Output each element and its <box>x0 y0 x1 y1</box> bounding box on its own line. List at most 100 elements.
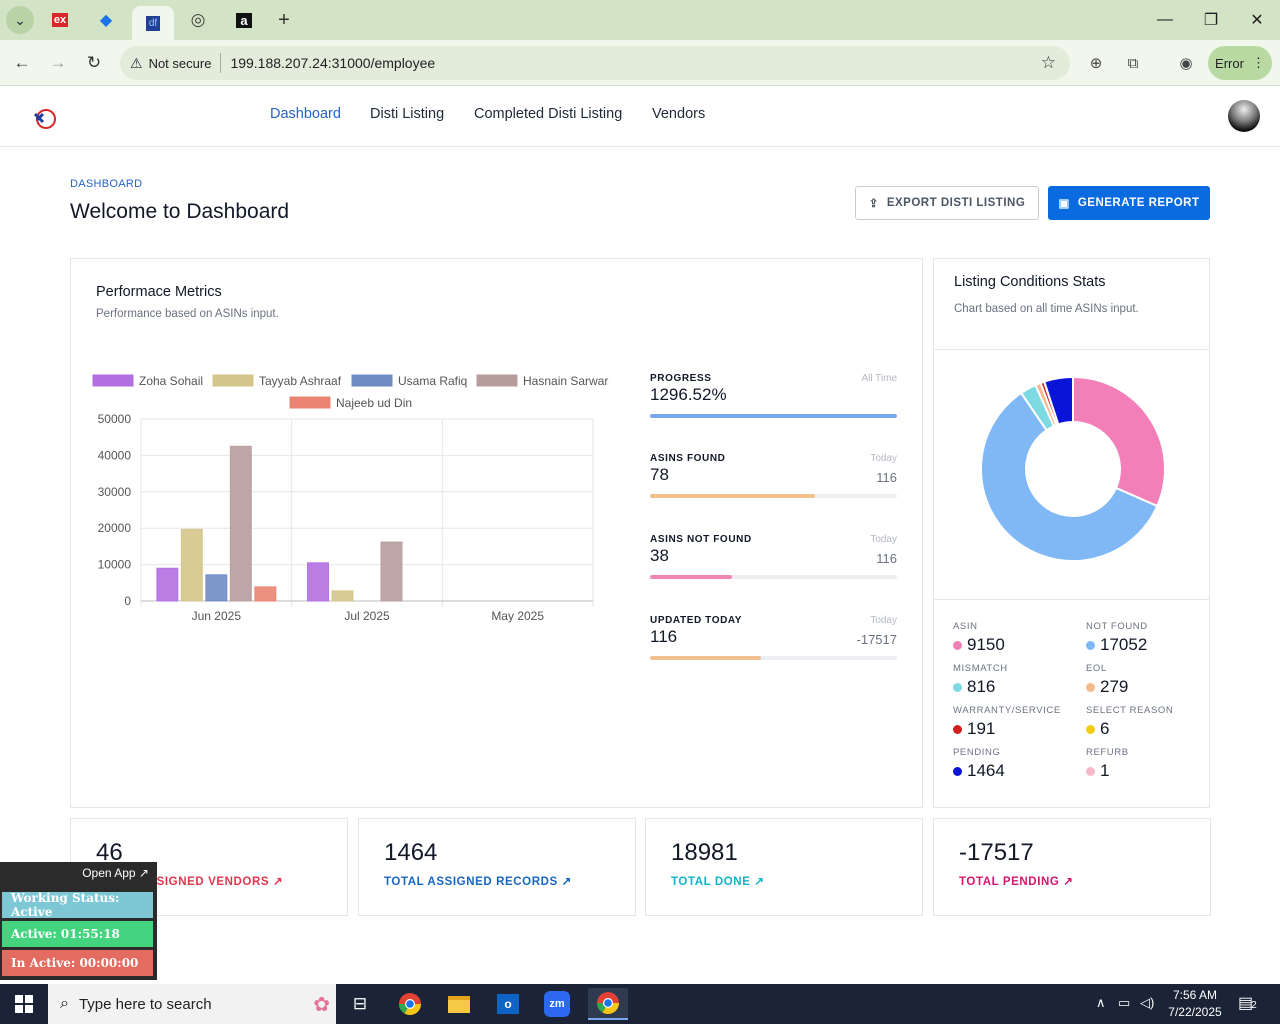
donut-slice[interactable] <box>1043 377 1074 426</box>
kebab-menu-icon: ⋮ <box>1251 55 1265 70</box>
stat-label: MISMATCH <box>953 663 1008 674</box>
url-text[interactable]: 199.188.207.24:31000/employee <box>230 55 436 71</box>
done-card: 18981 TOTAL DONE ↗ <box>645 818 923 916</box>
nav-disti-listing[interactable]: Disti Listing <box>370 106 445 122</box>
error-button[interactable]: Error ⋮ <box>1208 46 1272 80</box>
zoom-icon[interactable]: zm <box>537 988 577 1020</box>
chrome-active-icon[interactable] <box>588 988 628 1020</box>
y-tick-label: 20000 <box>98 521 132 535</box>
external-link-icon: ↗ <box>1063 876 1074 888</box>
external-link-icon: ↗ <box>561 876 572 888</box>
tab-active[interactable]: df <box>132 6 174 40</box>
reload-icon[interactable]: ↻ <box>86 53 102 72</box>
nav-completed-disti-listing[interactable]: Completed Disti Listing <box>474 106 623 122</box>
address-bar[interactable]: ⚠ Not secure 199.188.207.24:31000/employ… <box>120 46 1070 80</box>
donut-slice[interactable] <box>1072 377 1165 508</box>
minimize-icon[interactable]: — <box>1157 11 1173 28</box>
metric-period: Today <box>870 615 897 626</box>
condition-stat: WARRANTY/SERVICE 191 <box>953 705 1083 738</box>
tab-globe[interactable]: ◎ <box>182 6 214 34</box>
notification-count: 2 <box>1251 1000 1257 1011</box>
nav-vendors[interactable]: Vendors <box>652 106 706 122</box>
volume-icon[interactable]: ◁) <box>1140 995 1155 1010</box>
generate-report-button[interactable]: ▣ GENERATE REPORT <box>1048 186 1210 220</box>
system-clock[interactable]: 7:56 AM 7/22/2025 <box>1160 987 1230 1021</box>
search-icon: ⌕ <box>60 995 69 1012</box>
legend-label: Hasnain Sarwar <box>523 374 608 388</box>
stat-value: 1464 <box>953 761 1005 781</box>
card-link[interactable]: TOTAL PENDING ↗ <box>959 874 1074 888</box>
color-dot-icon <box>953 640 962 650</box>
card-link[interactable]: TOTAL ASSIGNED RECORDS ↗ <box>384 874 572 888</box>
condition-stat: EOL 279 <box>1086 663 1216 696</box>
taskbar-search[interactable]: ⌕ Type here to search ✿ <box>48 984 336 1024</box>
translate-icon[interactable]: ⊕ <box>1089 55 1103 72</box>
donut-slice[interactable] <box>981 391 1159 561</box>
metric-progress-bar <box>650 414 897 418</box>
forward-icon[interactable]: → <box>49 53 67 72</box>
avatar[interactable] <box>1228 100 1260 132</box>
metric-secondary: -17517 <box>856 632 897 647</box>
metric-progress-bar <box>650 656 897 660</box>
open-app-link[interactable]: Open App ↗ <box>82 866 149 880</box>
page-title: Welcome to Dashboard <box>70 200 290 223</box>
working-status: Working Status: Active <box>2 891 153 919</box>
legend-swatch <box>212 374 254 387</box>
metric-value: 78 <box>650 465 669 484</box>
legend-swatch <box>476 374 518 387</box>
app-header: Dashboard Disti Listing Completed Disti … <box>0 87 1280 147</box>
chrome-icon[interactable] <box>390 988 430 1020</box>
file-explorer-icon[interactable] <box>439 988 479 1020</box>
color-dot-icon <box>1086 682 1095 692</box>
start-button[interactable] <box>0 984 48 1024</box>
windows-taskbar: ⌕ Type here to search ✿ ⊟ o zm ∧ ▭ ◁) 7:… <box>0 984 1280 1024</box>
tab-2[interactable]: ◆ <box>90 6 122 34</box>
card-link-label: TOTAL ASSIGNED RECORDS <box>384 876 558 888</box>
color-dot-icon <box>1086 640 1095 650</box>
new-tab-icon[interactable]: + <box>278 8 290 31</box>
tab-search-chevron-icon[interactable]: ⌄ <box>6 6 34 34</box>
task-view-icon[interactable]: ⊟ <box>352 994 368 1013</box>
metric-label: ASINS FOUND <box>650 453 726 464</box>
security-label[interactable]: Not secure <box>148 55 212 71</box>
restore-icon[interactable]: ❐ <box>1203 12 1219 29</box>
records-card: 1464 TOTAL ASSIGNED RECORDS ↗ <box>358 818 636 916</box>
metric-label: PROGRESS <box>650 373 712 384</box>
export-label: EXPORT DISTI LISTING <box>886 197 1026 209</box>
condition-stat: SELECT REASON 6 <box>1086 705 1216 738</box>
y-tick-label: 10000 <box>98 558 132 572</box>
condition-stat: PENDING 1464 <box>953 747 1083 780</box>
legend-swatch <box>289 396 331 409</box>
metric-period: Today <box>870 453 897 464</box>
bar <box>254 586 277 602</box>
stat-label: WARRANTY/SERVICE <box>953 705 1061 716</box>
bar <box>380 541 403 602</box>
logo-icon[interactable] <box>32 105 58 131</box>
bar <box>331 590 354 602</box>
app-icon: ◆ <box>99 12 113 29</box>
card-subtitle: Performance based on ASINs input. <box>96 308 279 320</box>
back-icon[interactable]: ← <box>13 53 31 72</box>
network-icon[interactable]: ▭ <box>1118 995 1131 1010</box>
tab-ex[interactable]: ex <box>44 6 76 34</box>
card-link-label: TOTAL DONE <box>671 876 751 888</box>
outlook-icon[interactable]: o <box>488 988 528 1020</box>
tab-amazon[interactable]: a <box>228 6 260 34</box>
stat-label: REFURB <box>1086 747 1129 758</box>
stat-value: 17052 <box>1086 635 1147 655</box>
extensions-icon[interactable]: ⧉ <box>1127 54 1139 72</box>
df-icon: df <box>145 15 161 31</box>
close-icon[interactable]: ✕ <box>1250 12 1264 29</box>
metric-period: All Time <box>861 373 897 384</box>
stat-label: NOT FOUND <box>1086 621 1148 632</box>
export-disti-listing-button[interactable]: ⇪ EXPORT DISTI LISTING <box>855 186 1039 220</box>
chevron-up-icon[interactable]: ∧ <box>1096 995 1106 1010</box>
bar <box>156 567 179 602</box>
bookmark-star-icon[interactable]: ☆ <box>1040 53 1056 72</box>
nav-dashboard[interactable]: Dashboard <box>270 106 341 122</box>
breadcrumb: DASHBOARD <box>70 178 143 190</box>
profile-icon[interactable]: ◉ <box>1179 55 1193 72</box>
notifications-icon[interactable]: ▤2 <box>1238 995 1257 1012</box>
x-tick-label: Jun 2025 <box>192 609 242 623</box>
card-link[interactable]: TOTAL DONE ↗ <box>671 874 765 888</box>
